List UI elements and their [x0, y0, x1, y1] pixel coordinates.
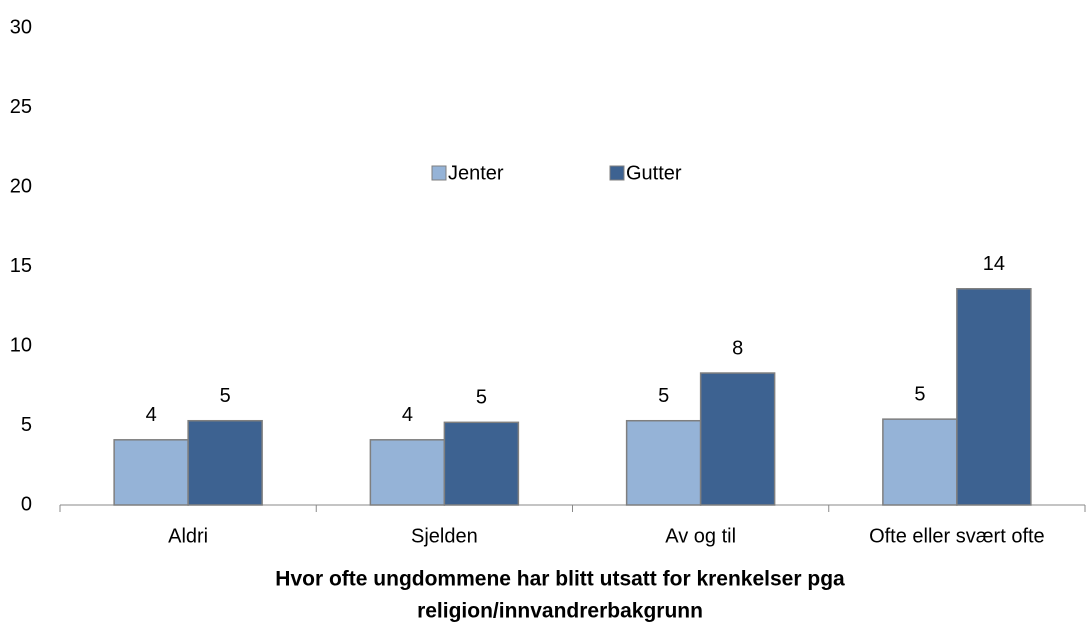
bar [625, 419, 702, 506]
bar [882, 418, 958, 506]
legend-swatch [431, 165, 447, 181]
value-label: 5 [914, 383, 925, 405]
y-tick-label: 30 [10, 16, 32, 38]
bar [443, 421, 520, 506]
y-tick-label: 25 [10, 96, 32, 118]
legend-label: Jenter [448, 162, 504, 184]
value-label: 14 [983, 253, 1005, 275]
value-label: 5 [476, 387, 487, 409]
y-tick-label: 10 [10, 334, 32, 356]
value-label: 4 [146, 404, 157, 426]
legend-swatch [609, 165, 625, 181]
x-tick-label: Aldri [168, 525, 208, 547]
bar [113, 439, 189, 506]
value-label: 8 [732, 337, 743, 359]
x-axis-title: religion/innvandrerbakgrunn [417, 600, 703, 623]
y-tick-label: 15 [10, 255, 32, 277]
y-tick-label: 5 [21, 414, 32, 436]
y-tick-label: 20 [10, 175, 32, 197]
value-label: 5 [220, 385, 231, 407]
y-tick-label: 0 [21, 493, 32, 515]
bar [369, 439, 446, 506]
bar [956, 288, 1032, 506]
value-label: 4 [402, 404, 413, 426]
bar [187, 419, 263, 506]
legend-label: Gutter [626, 162, 682, 184]
bar [699, 372, 776, 506]
x-axis-title: Hvor ofte ungdommene har blitt utsatt fo… [275, 568, 845, 591]
x-tick-label: Sjelden [411, 525, 478, 547]
x-tick-label: Av og til [665, 525, 736, 547]
value-label: 5 [658, 385, 669, 407]
x-tick-label: Ofte eller svært ofte [869, 525, 1045, 547]
